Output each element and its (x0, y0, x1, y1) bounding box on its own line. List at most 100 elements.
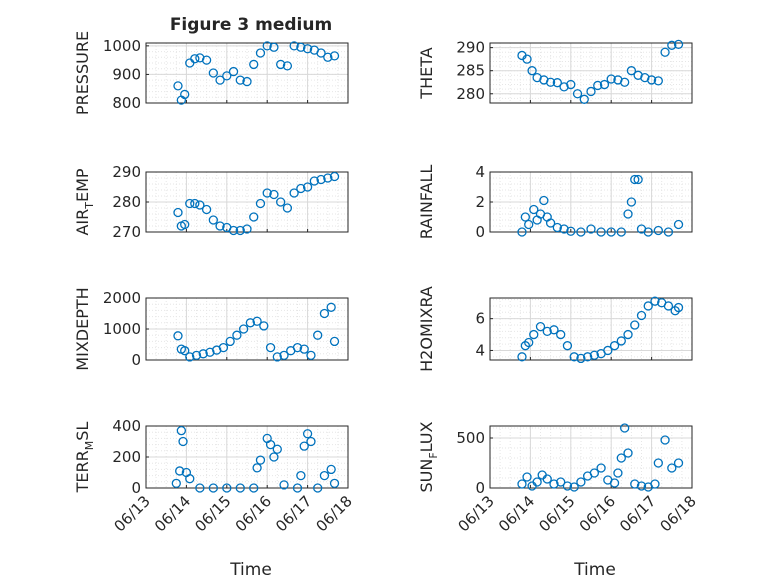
y-axis-label: RAINFALL (417, 165, 436, 240)
data-point (173, 81, 183, 91)
y-axis-label: MIXDEPTH (73, 287, 92, 370)
data-point (556, 329, 566, 340)
data-point (329, 171, 340, 182)
data-point (313, 483, 323, 493)
data-point (539, 195, 549, 206)
data-point (626, 197, 637, 207)
subplot-h2omixra: 4 6 H2OMIXRA (417, 286, 693, 372)
data-point (559, 224, 569, 234)
data-point (329, 51, 340, 61)
subplot-theta: 280 285 290 THETA (417, 39, 693, 104)
data-point (576, 477, 586, 487)
data-point (276, 197, 286, 207)
data-point (596, 463, 606, 473)
axes-box (489, 425, 693, 489)
data-point (208, 483, 218, 493)
data-point (660, 47, 670, 57)
x-axis-label-right: Time (573, 560, 616, 580)
data-point (173, 331, 183, 341)
data-point (616, 336, 626, 346)
data-point (292, 342, 303, 353)
data-point (517, 352, 527, 362)
data-point (620, 423, 630, 433)
data-point (643, 227, 653, 237)
y-tick-label: 500 (456, 429, 485, 447)
data-point (198, 349, 208, 359)
data-point (235, 225, 245, 236)
data-point (326, 464, 336, 475)
subplot-air-temp: 270 280 290 AIRTEMP (73, 163, 349, 241)
data-point (242, 224, 252, 234)
data-point (636, 310, 647, 321)
data-point (535, 321, 546, 332)
data-point (586, 86, 596, 97)
data-point (185, 474, 195, 484)
data-point (222, 483, 232, 493)
data-point (191, 350, 202, 361)
y-tick-label: 4 (475, 341, 485, 359)
data-point (201, 55, 212, 65)
subplot-pressure: 800 900 1000 PRESSURE (73, 31, 349, 115)
data-point (520, 212, 530, 222)
data-point (643, 301, 653, 311)
data-point (175, 466, 185, 476)
data-point (646, 75, 657, 85)
data-point (176, 425, 187, 436)
y-tick-label: 280 (456, 85, 485, 103)
data-point (255, 455, 266, 465)
data-point (650, 296, 660, 306)
data-point (215, 75, 225, 85)
data-point (616, 227, 626, 237)
y-tick-label: 290 (456, 39, 485, 57)
data-point (238, 324, 249, 334)
data-point (208, 68, 218, 78)
data-point (589, 468, 600, 478)
data-point (673, 39, 684, 50)
data-point (302, 182, 313, 192)
y-tick-label: 285 (456, 62, 485, 80)
y-tick-label: 6 (475, 310, 485, 328)
data-point (630, 320, 640, 330)
data-point (582, 352, 593, 362)
data-point (282, 61, 293, 71)
data-point (616, 453, 626, 463)
data-point (623, 329, 633, 340)
data-point (289, 188, 299, 198)
data-point (269, 452, 279, 462)
y-tick-label: 900 (112, 65, 141, 83)
data-point (180, 219, 190, 230)
data-point (306, 436, 316, 447)
data-point (673, 219, 684, 230)
data-point (556, 477, 566, 487)
y-tick-label: 800 (112, 94, 141, 112)
data-point (660, 435, 670, 445)
data-point (323, 52, 333, 62)
data-point (232, 330, 242, 340)
data-point (630, 174, 640, 185)
data-point (589, 350, 600, 360)
data-point (249, 483, 259, 493)
data-point (279, 350, 289, 361)
data-point (180, 89, 190, 100)
y-tick-label: 0 (131, 351, 141, 369)
data-point (603, 345, 613, 356)
y-tick-label: 400 (112, 417, 141, 435)
y-tick-label: 4 (475, 163, 485, 181)
data-point (195, 483, 205, 493)
data-point (663, 227, 674, 237)
y-tick-label: 270 (112, 223, 141, 241)
data-point (576, 353, 586, 364)
data-point (259, 321, 269, 331)
data-point (201, 204, 212, 215)
data-point (235, 483, 245, 493)
data-point (313, 330, 323, 340)
data-point (173, 207, 183, 218)
subplot-rainfall: 0 2 4 RAINFALL (417, 163, 693, 241)
data-point (252, 463, 262, 473)
data-point (272, 444, 282, 454)
data-point (269, 42, 279, 52)
data-point (545, 218, 556, 228)
data-point (522, 472, 532, 482)
data-point (228, 225, 239, 236)
